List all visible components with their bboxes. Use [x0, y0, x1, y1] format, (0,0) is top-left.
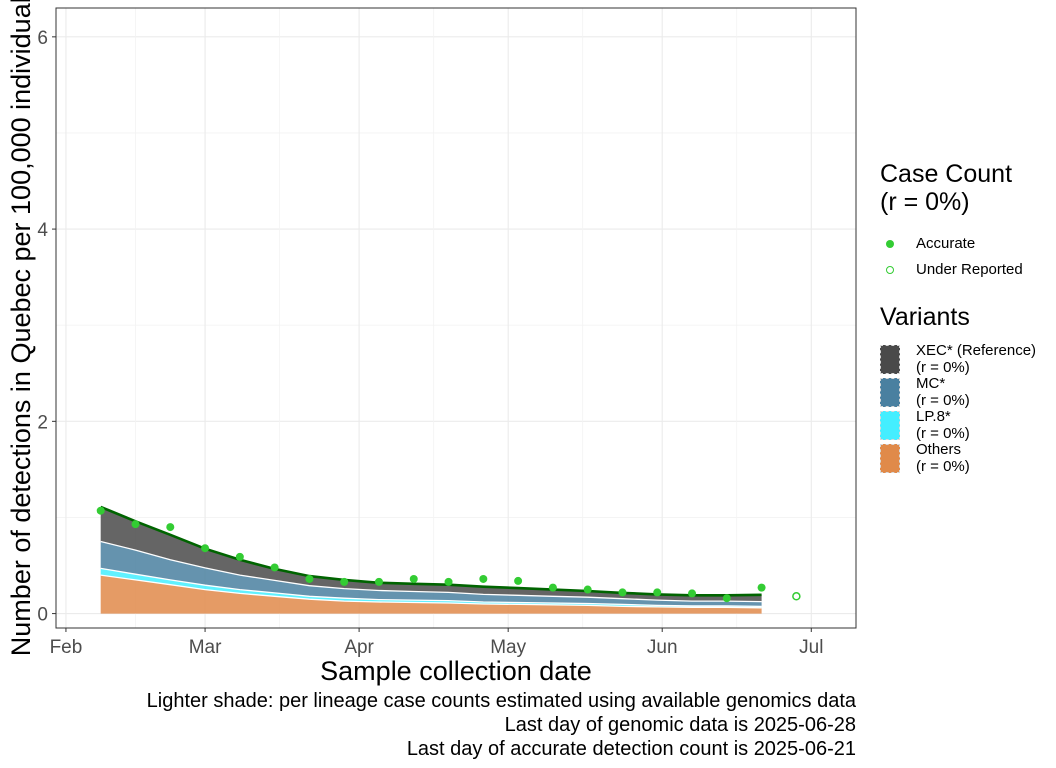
x-axis-label: Sample collection date [320, 656, 592, 686]
legend-item-label: Under Reported [916, 261, 1023, 278]
legend-item-label: Accurate [916, 235, 976, 252]
caption-line-1: Lighter shade: per lineage case counts e… [146, 690, 856, 712]
area-xec-reference [100, 506, 762, 602]
x-tick-label: Jul [799, 637, 823, 658]
legend-item-sublabel: (r = 0%) [916, 359, 970, 376]
legend-item-lp8: LP.8* (r = 0%) [880, 409, 1050, 442]
accurate-point [340, 577, 349, 586]
accurate-point [201, 544, 210, 553]
accurate-point [548, 583, 557, 592]
accurate-point [166, 523, 175, 532]
axes: 0 2 4 6 Feb Mar Apr May Jun Jul [37, 28, 823, 658]
case-count-legend: Case Count (r = 0%) Accurate Under Repor… [880, 160, 1050, 282]
caption-line-3: Last day of accurate detection count is … [406, 738, 856, 760]
total-trend-line [100, 505, 762, 597]
hollow-dot-icon [886, 266, 894, 274]
color-swatch [880, 345, 900, 374]
under-reported-point [792, 592, 801, 601]
accurate-point [583, 585, 592, 594]
legend-item-sublabel: (r = 0%) [916, 425, 970, 442]
legend-item-label: Others [916, 441, 962, 458]
y-tick-label: 4 [37, 220, 48, 241]
legend-item-sublabel: (r = 0%) [916, 392, 970, 409]
x-tick-label: Apr [344, 637, 374, 658]
case-points [96, 506, 801, 603]
y-axis-label: Number of detections in Quebec per 100,0… [6, 0, 36, 656]
accurate-point [618, 588, 627, 597]
legend-item-label: LP.8* [916, 408, 951, 425]
legend-item-sublabel: (r = 0%) [916, 458, 970, 475]
accurate-point [444, 577, 453, 586]
filled-dot-icon [886, 240, 894, 248]
accurate-point [96, 506, 105, 515]
accurate-point [479, 574, 488, 583]
accurate-point [653, 588, 662, 597]
accurate-point [409, 574, 418, 583]
accurate-point [270, 563, 279, 572]
accurate-point [374, 577, 383, 586]
accurate-point [757, 583, 766, 592]
legend-item-xec: XEC* (Reference) (r = 0%) [880, 343, 1050, 376]
area-others [100, 575, 762, 614]
caption-line-2: Last day of genomic data is 2025-06-28 [504, 714, 856, 736]
series-boundary-line [100, 567, 762, 608]
trend-lines [100, 505, 762, 609]
panel-border [55, 7, 857, 629]
color-swatch [880, 444, 900, 473]
case-count-legend-subtitle: (r = 0%) [880, 188, 970, 216]
legend-item-accurate: Accurate [880, 234, 1050, 256]
variant-areas [100, 506, 762, 614]
case-count-legend-title: Case Count [880, 160, 1013, 188]
x-tick-label: May [490, 637, 526, 658]
accurate-point [235, 552, 244, 561]
x-tick-label: Feb [50, 637, 83, 658]
area-mc [100, 541, 762, 607]
legend-item-mc: MC* (r = 0%) [880, 376, 1050, 409]
variants-legend-title: Variants [880, 303, 970, 331]
series-boundary-line [100, 574, 762, 609]
x-tick-label: Jun [647, 637, 678, 658]
y-tick-label: 2 [37, 412, 48, 433]
y-tick-label: 6 [37, 28, 48, 49]
variants-legend: Variants XEC* (Reference) (r = 0%) MC* (… [880, 303, 1050, 475]
color-swatch [880, 378, 900, 407]
accurate-point [305, 574, 314, 583]
legend-item-others: Others (r = 0%) [880, 442, 1050, 475]
legend-item-label: XEC* (Reference) [916, 342, 1037, 359]
y-tick-label: 0 [37, 605, 48, 626]
accurate-point [688, 589, 697, 598]
accurate-point [131, 520, 140, 529]
series-boundary-line [100, 540, 762, 603]
legend-item-label: MC* [916, 375, 946, 392]
grid-lines [56, 8, 856, 628]
legend-item-under-reported: Under Reported [880, 260, 1050, 282]
x-tick-label: Mar [189, 637, 222, 658]
accurate-point [514, 576, 523, 585]
accurate-point [722, 594, 731, 603]
color-swatch [880, 411, 900, 440]
